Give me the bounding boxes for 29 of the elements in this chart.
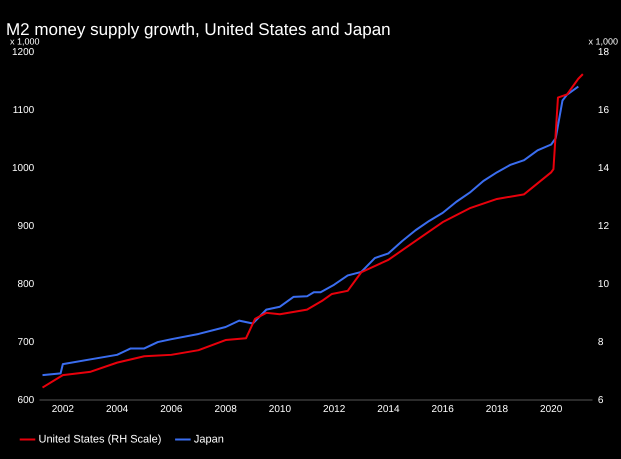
y-tick-label: 700 — [18, 336, 35, 348]
y2-tick-label: 18 — [598, 47, 610, 58]
x-tick-label: 2002 — [52, 404, 74, 415]
x-tick-label: 2010 — [268, 404, 292, 415]
y-tick-label: 1100 — [12, 105, 35, 116]
chart-title: M2 money supply growth, United States and Japan — [6, 20, 391, 39]
x-tick-label: 2018 — [486, 404, 508, 415]
y-tick-label: 1200 — [12, 47, 35, 58]
x-tick-label: 2008 — [214, 404, 238, 415]
x-tick-label: 2012 — [323, 404, 346, 415]
x-tick-label: 2004 — [106, 404, 129, 415]
y2-tick-label: 12 — [598, 220, 610, 232]
y2-tick-label: 10 — [598, 278, 610, 290]
y-tick-label: 900 — [18, 220, 35, 232]
y-tick-label: 600 — [18, 394, 35, 406]
legend-label: Japan — [194, 434, 224, 446]
x-tick-label: 2014 — [377, 404, 400, 415]
y-axis-title: x 1,000 — [10, 36, 40, 46]
y2-tick-label: 16 — [598, 105, 610, 116]
y2-tick-label: 14 — [598, 163, 610, 174]
x-tick-label: 2006 — [160, 404, 183, 415]
y2-axis-title: x 1,000 — [588, 36, 618, 46]
y-tick-label: 1000 — [12, 163, 35, 174]
y-tick-label: 800 — [18, 278, 35, 290]
y2-tick-label: 8 — [598, 336, 604, 348]
legend-label: United States (RH Scale) — [38, 434, 162, 446]
x-tick-label: 2020 — [540, 404, 563, 415]
x-tick-label: 2016 — [432, 404, 454, 415]
y2-tick-label: 6 — [598, 394, 604, 406]
